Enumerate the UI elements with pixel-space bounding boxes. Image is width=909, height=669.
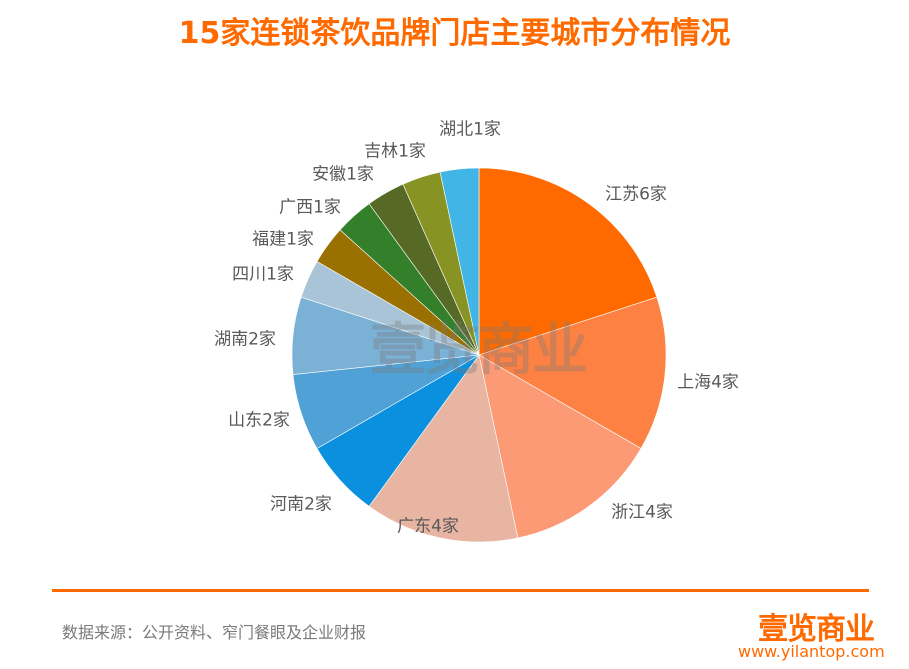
pie-slice-上海 <box>478 296 667 449</box>
chart-title: 15家连锁茶饮品牌门店主要城市分布情况 <box>178 16 731 51</box>
slice-label: 湖南2家 <box>214 329 276 350</box>
pie-slice-湖北 <box>439 167 480 356</box>
slice-label: 福建1家 <box>252 229 314 250</box>
slice-label: 河南2家 <box>270 494 332 515</box>
pie-slice-江苏 <box>478 167 658 356</box>
slice-label: 四川1家 <box>232 264 294 285</box>
slice-label: 安徽1家 <box>312 164 374 185</box>
slice-label: 湖北1家 <box>439 119 501 140</box>
slice-label: 吉林1家 <box>364 141 426 162</box>
watermark-logo: 壹览商业 <box>370 318 588 383</box>
pie-slice-浙江 <box>478 354 642 539</box>
slice-label: 上海4家 <box>677 372 739 393</box>
brand-url: www.yilantop.com <box>738 642 885 661</box>
pie-slice-广东 <box>368 354 519 543</box>
slice-label: 山东2家 <box>228 410 290 431</box>
brand-logo: 壹览商业 <box>758 612 875 647</box>
slice-label: 广东4家 <box>397 516 459 537</box>
footer-divider <box>52 589 869 592</box>
slice-label: 浙江4家 <box>611 502 673 523</box>
slice-label: 广西1家 <box>279 197 341 218</box>
slice-label: 江苏6家 <box>605 184 667 205</box>
source-note: 数据来源：公开资料、窄门餐眼及企业财报 <box>62 623 367 642</box>
